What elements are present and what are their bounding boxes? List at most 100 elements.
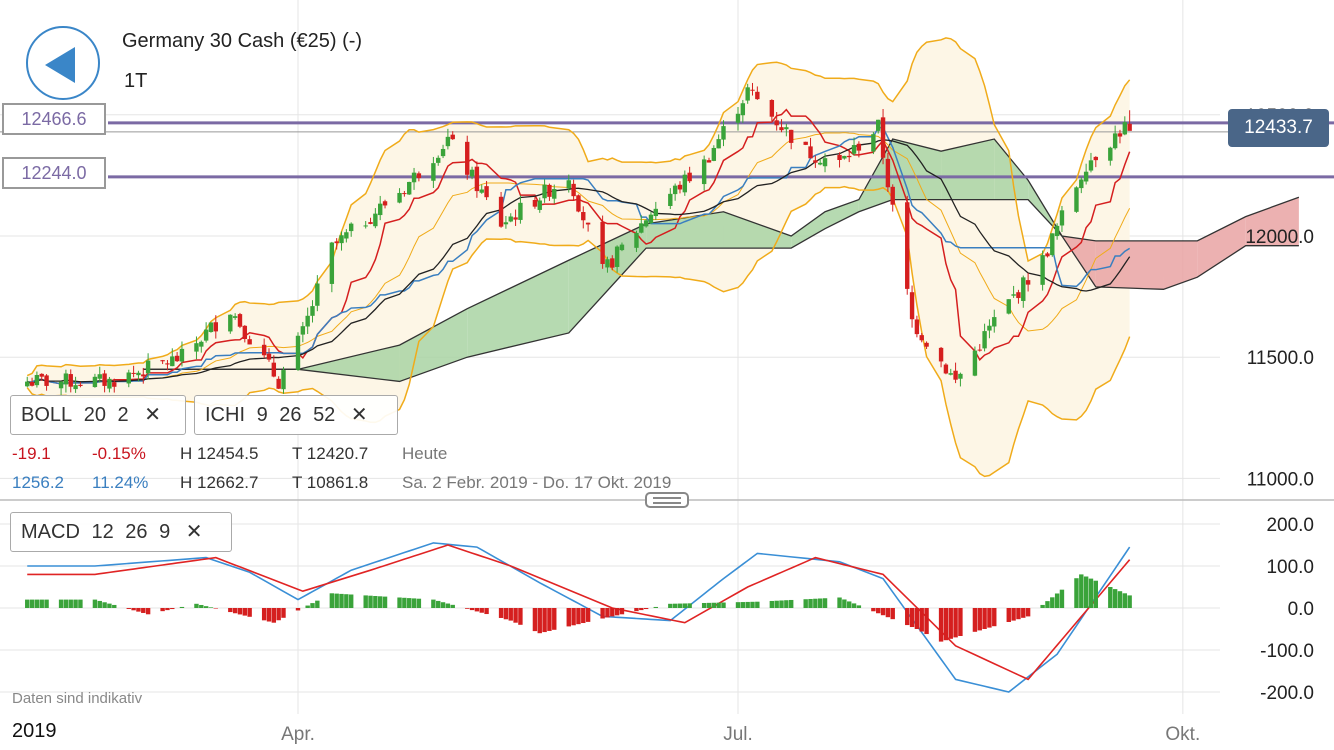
macd-histogram-bar (503, 608, 509, 620)
candle-body (643, 220, 649, 227)
macd-histogram-bar (880, 608, 886, 616)
candle (1088, 152, 1094, 173)
macd-axis-label: -100.0 (1260, 641, 1314, 662)
macd-histogram-bar (1074, 578, 1079, 608)
candle-body (576, 195, 581, 212)
candle-body (436, 157, 441, 163)
candle (411, 167, 417, 190)
candle (847, 149, 852, 163)
candle-body (721, 126, 726, 140)
candle-body (948, 373, 953, 375)
day-label: Heute (402, 444, 448, 463)
candle-body (914, 319, 920, 335)
instrument-title: Germany 30 Cash (€25) (-) (122, 30, 363, 52)
macd-histogram-bar (508, 608, 513, 621)
macd-histogram-bar (856, 605, 862, 608)
level-box-lower[interactable]: 12244.0 (2, 157, 106, 189)
candle (842, 155, 847, 160)
candle-body (779, 127, 784, 131)
candle (1006, 299, 1011, 315)
candle (885, 152, 891, 193)
candle (784, 123, 789, 137)
candle (136, 370, 141, 382)
candle (871, 132, 876, 155)
pane-resize-handle[interactable] (645, 492, 689, 508)
macd-histogram-bar (271, 608, 277, 623)
macd-histogram-bar (992, 608, 997, 627)
macd-slow: 26 (125, 521, 148, 543)
macd-histogram-bar (479, 608, 484, 613)
candle (600, 215, 605, 269)
candle-body (1122, 122, 1128, 135)
macd-histogram-bar (34, 599, 40, 608)
macd-indicator-chip[interactable]: MACD 12 26 9 ✕ (10, 512, 232, 552)
candle (368, 217, 373, 225)
candle (1127, 110, 1132, 131)
level-box-upper[interactable]: 12466.6 (2, 103, 106, 135)
close-icon[interactable]: ✕ (350, 404, 368, 426)
macd-histogram-bar (847, 601, 852, 608)
back-button[interactable] (26, 26, 100, 100)
candle-body (653, 208, 659, 217)
candle (445, 128, 451, 150)
macd-histogram-bar (566, 608, 571, 627)
candle-body (711, 147, 717, 161)
macd-histogram-bar (416, 598, 422, 608)
candle-body (909, 292, 915, 320)
macd-histogram-bar (102, 602, 107, 608)
candle-body (348, 223, 354, 232)
boll-indicator-chip[interactable]: BOLL 20 2 ✕ (10, 395, 186, 435)
macd-histogram-bar (1054, 593, 1060, 608)
candle-body (1117, 133, 1123, 137)
candle-body (817, 162, 823, 165)
macd-histogram-bar (411, 598, 417, 608)
candle (909, 285, 915, 328)
candle-body (648, 214, 654, 224)
macd-histogram-bar (919, 608, 924, 632)
close-icon[interactable]: ✕ (185, 521, 203, 543)
candle (174, 352, 180, 362)
candle-body (174, 355, 180, 362)
macd-histogram-bar (876, 608, 881, 614)
candle-body (373, 213, 378, 227)
ichi-name: ICHI (205, 404, 245, 426)
candle (58, 381, 64, 397)
candle (145, 353, 151, 380)
candle (1093, 156, 1099, 168)
candle (687, 166, 692, 183)
candle-body (97, 374, 102, 379)
candle (576, 194, 581, 213)
ichi-indicator-chip[interactable]: ICHI 9 26 52 ✕ (194, 395, 398, 435)
candle (537, 197, 542, 213)
candle (721, 120, 726, 147)
macd-histogram-bar (740, 602, 746, 608)
candle (803, 141, 808, 146)
candle-body (39, 373, 44, 377)
close-icon[interactable]: ✕ (144, 404, 161, 426)
candle (397, 188, 402, 204)
macd-histogram-bar (237, 608, 243, 615)
macd-histogram-bar (581, 608, 586, 624)
candle (1083, 163, 1089, 185)
candle (788, 129, 794, 150)
macd-histogram-bar (634, 608, 639, 612)
candle (440, 144, 446, 159)
candle-body (1093, 156, 1099, 161)
cloud-segment (646, 211, 724, 249)
macd-histogram-bar (885, 608, 891, 618)
macd-histogram-bar (431, 599, 436, 608)
candle-body (300, 326, 306, 335)
candle-body (682, 174, 688, 193)
candle (972, 346, 978, 377)
candle-body (600, 221, 605, 264)
candle-body (213, 322, 219, 332)
candle (532, 197, 538, 209)
candle (924, 341, 929, 350)
candle-body (465, 141, 470, 175)
macd-histogram-bar (842, 599, 847, 608)
macd-histogram-bar (610, 608, 615, 617)
candle (213, 315, 219, 339)
candle-body (1011, 294, 1016, 296)
timeframe-label[interactable]: 1T (124, 70, 148, 92)
